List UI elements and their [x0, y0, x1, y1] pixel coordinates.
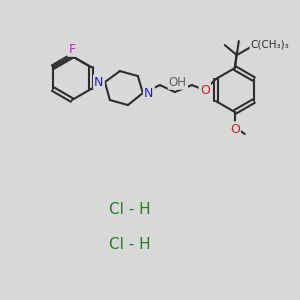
Text: N: N: [94, 76, 104, 88]
Text: F: F: [68, 43, 76, 56]
Text: O: O: [200, 84, 210, 97]
Text: N: N: [144, 87, 154, 100]
Text: C(CH₃)₃: C(CH₃)₃: [251, 39, 290, 49]
Text: O: O: [230, 122, 240, 136]
Text: Cl - H: Cl - H: [109, 202, 151, 217]
Text: Cl - H: Cl - H: [109, 237, 151, 252]
Text: OH: OH: [169, 76, 187, 88]
